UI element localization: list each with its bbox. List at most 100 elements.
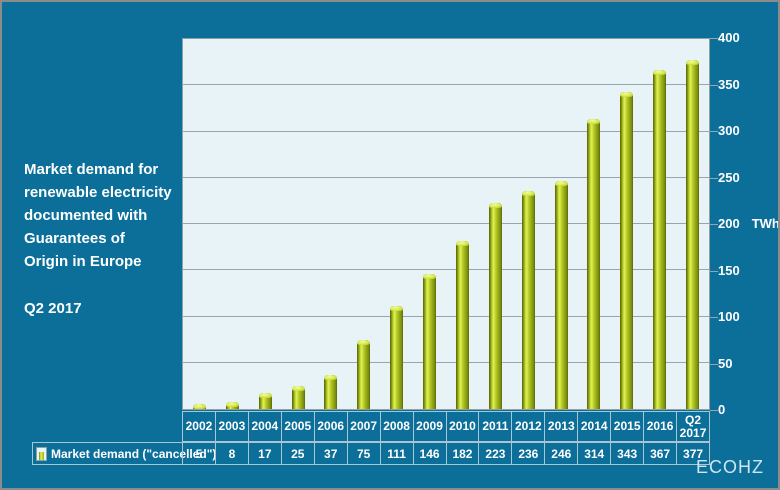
bar-column-2015 <box>610 39 643 409</box>
value-cell-2003: 8 <box>214 442 248 465</box>
bar-2016 <box>653 69 667 409</box>
bar-2006 <box>324 374 338 409</box>
value-cell-2005: 25 <box>280 442 314 465</box>
value-cell-2010: 182 <box>445 442 479 465</box>
y-label-100: 100 <box>718 309 740 324</box>
bar-2004 <box>258 393 272 409</box>
bar-top-highlight <box>291 385 305 391</box>
title-block: Market demand for renewable electricity … <box>24 158 202 317</box>
brand-logo: ECOHZ <box>696 457 764 477</box>
x-label-2011: 2011 <box>478 411 512 442</box>
bar-top-highlight <box>324 374 338 380</box>
y-label-0: 0 <box>718 402 726 417</box>
value-cell-2006: 37 <box>313 442 347 465</box>
bar-top-highlight <box>653 69 667 75</box>
y-tick-50 <box>710 363 718 365</box>
bar-column-2006 <box>315 39 348 409</box>
y-tick-150 <box>710 270 718 272</box>
y-label-50: 50 <box>718 355 733 371</box>
value-cell-2012: 236 <box>511 442 545 465</box>
x-axis-row: 2002 2003 2004 2005 2006 2007 2008 2009 2010 2011… <box>182 411 710 442</box>
gridline-150 <box>183 269 709 271</box>
bar-top-highlight <box>488 202 502 208</box>
y-label-400: 400 <box>718 30 740 45</box>
chart-period: Q2 2017 <box>24 300 82 317</box>
bar-2012 <box>521 190 535 409</box>
bar-top-highlight <box>554 181 568 187</box>
y-tick-350 <box>710 84 718 86</box>
bar-column-2008 <box>380 39 413 409</box>
bar-column-2012 <box>512 39 545 409</box>
y-label-200: 200 TWh <box>718 216 780 231</box>
bar-2015 <box>620 91 634 409</box>
bar-2014 <box>587 118 601 409</box>
plot-area <box>182 38 710 410</box>
gridline-350 <box>183 84 709 86</box>
y-label-150: 150 <box>718 262 740 278</box>
y-label-250: 250 <box>718 169 740 185</box>
bar-column-2014 <box>578 39 611 409</box>
gridline-250 <box>183 176 709 178</box>
legend-bar-glyph <box>39 451 44 460</box>
y-axis-unit: TWh <box>751 216 780 231</box>
bar-2008 <box>390 306 404 409</box>
y-tick-250 <box>710 177 718 179</box>
value-cell-Q2 2017: 377 <box>676 442 709 465</box>
value-cell-2009: 146 <box>412 442 446 465</box>
value-cell-2015: 343 <box>610 442 644 465</box>
x-label-2014: 2014 <box>577 411 611 442</box>
x-label-2003: 2003 <box>214 411 248 442</box>
gridline-100 <box>183 315 709 317</box>
gridline-200 <box>183 223 709 224</box>
bar-top-highlight <box>423 273 437 279</box>
x-label-2015: 2015 <box>610 411 644 442</box>
bar-2007 <box>357 339 371 409</box>
bar-top-highlight <box>357 339 371 345</box>
x-label-2013: 2013 <box>544 411 578 442</box>
bar-2010 <box>455 240 469 409</box>
x-label-Q2 2017: Q2 2017 <box>676 411 709 442</box>
bar-column-2003 <box>216 39 249 409</box>
bar-top-highlight <box>225 401 239 407</box>
bar-top-highlight <box>192 404 206 409</box>
bar-2005 <box>291 385 305 409</box>
chart-title: Market demand for renewable electricity … <box>24 161 172 270</box>
bar-column-2002 <box>183 39 216 409</box>
value-cell-2004: 17 <box>247 442 281 465</box>
gridline-50 <box>183 361 709 363</box>
value-cell-2013: 246 <box>544 442 578 465</box>
data-table-row: Market demand ("cancelled") 5 8 17 25 37 75 11… <box>32 442 710 465</box>
value-cell-2007: 75 <box>346 442 380 465</box>
bar-column-2010 <box>446 39 479 409</box>
bar-top-highlight <box>521 190 535 196</box>
x-label-2009: 2009 <box>412 411 446 442</box>
legend-cell: Market demand ("cancelled") <box>32 442 216 465</box>
y-tick-400 <box>710 38 718 39</box>
bar-top-highlight <box>258 393 272 399</box>
bar-column-2016 <box>643 39 676 409</box>
value-cell-2008: 111 <box>379 442 413 465</box>
bar-2003 <box>225 401 239 409</box>
bar-top-highlight <box>686 60 700 66</box>
x-label-2004: 2004 <box>247 411 281 442</box>
y-label-300: 300 <box>718 123 740 138</box>
value-cell-2011: 223 <box>478 442 512 465</box>
x-label-2012: 2012 <box>511 411 545 442</box>
x-label-2006: 2006 <box>313 411 347 442</box>
y-label-350: 350 <box>718 76 740 92</box>
bar-top-highlight <box>620 91 634 97</box>
y-tick-300 <box>710 131 718 132</box>
bar-top-highlight <box>390 306 404 312</box>
bar-column-2013 <box>545 39 578 409</box>
bar-Q2 2017 <box>686 60 700 409</box>
legend-label: Market demand ("cancelled") <box>51 446 217 461</box>
bar-column-2007 <box>347 39 380 409</box>
y-tick-100 <box>710 317 718 318</box>
bar-2013 <box>554 181 568 409</box>
y-tick-200 <box>710 224 718 225</box>
y-tick-0 <box>710 410 718 411</box>
value-cell-2016: 367 <box>643 442 677 465</box>
bar-top-highlight <box>455 240 469 246</box>
x-label-2007: 2007 <box>346 411 380 442</box>
